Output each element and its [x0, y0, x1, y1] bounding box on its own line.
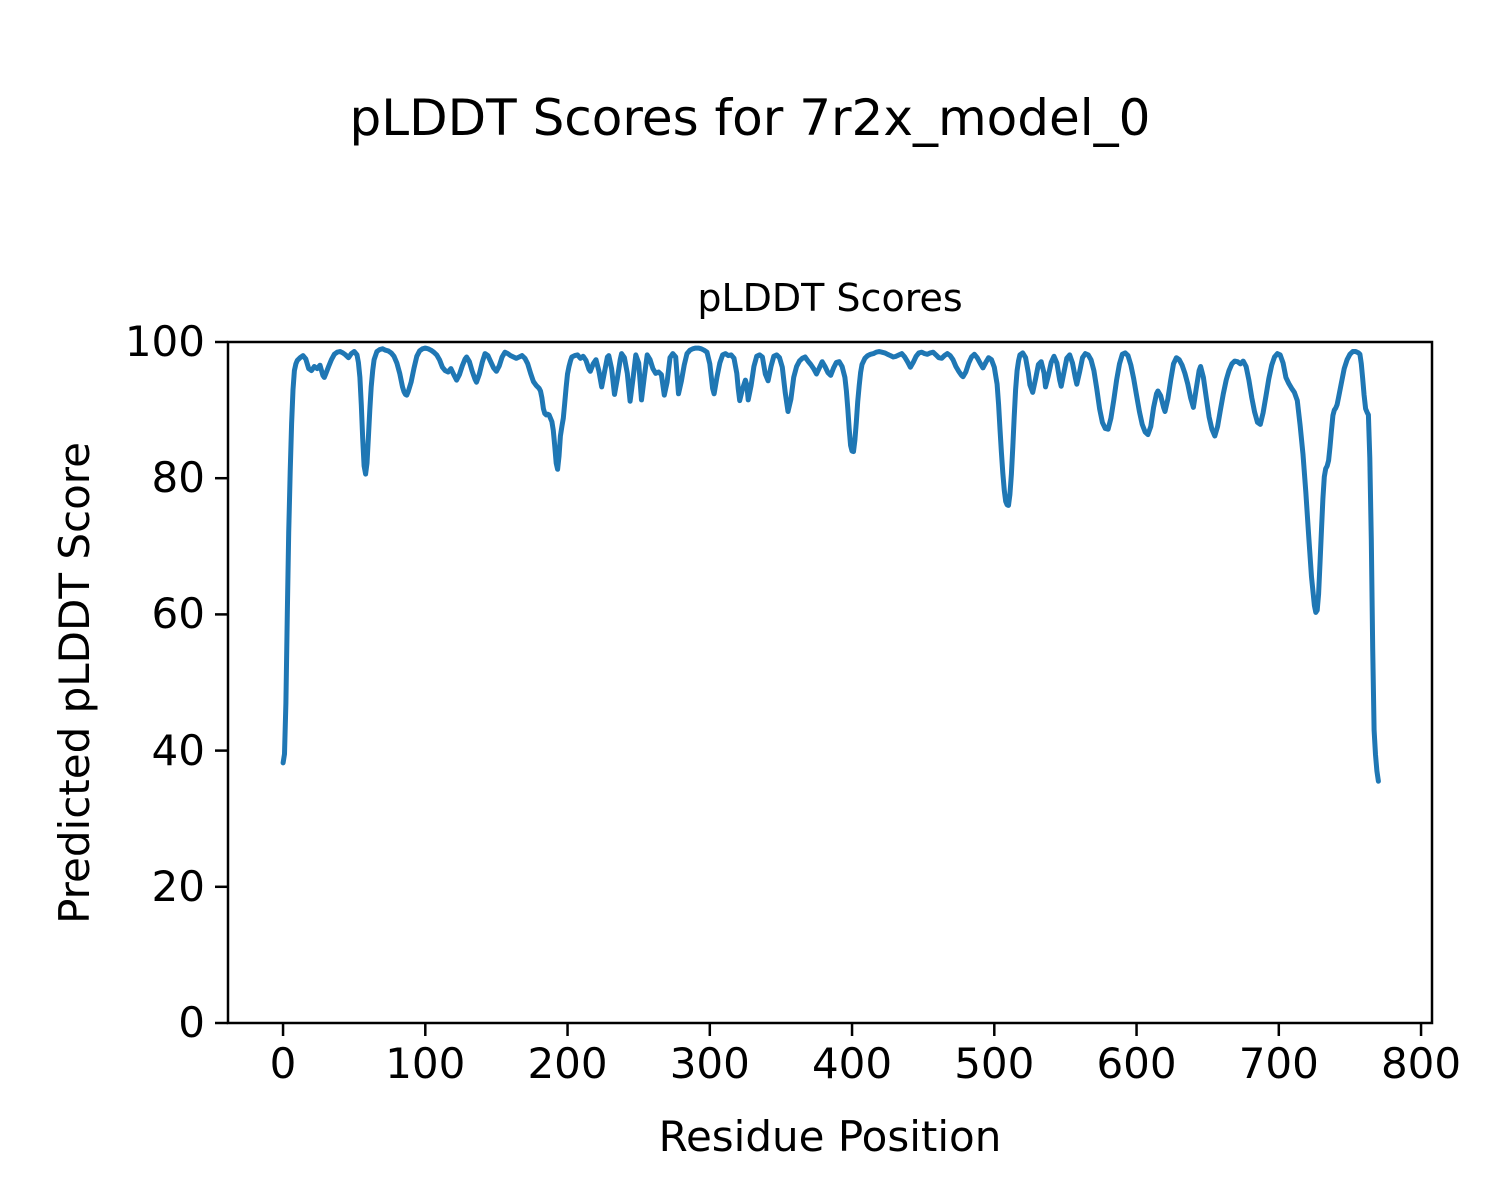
y-tick-label: 60	[151, 589, 205, 639]
x-tick-label: 700	[1238, 1039, 1319, 1088]
x-axis-label: Residue Position	[658, 1112, 1002, 1161]
y-tick-label: 100	[124, 317, 205, 366]
x-tick-label: 0	[269, 1039, 297, 1088]
x-tick-label: 600	[1096, 1039, 1177, 1088]
y-tick-label: 80	[151, 453, 205, 503]
x-tick-label: 500	[954, 1039, 1035, 1088]
axes-title: pLDDT Scores	[697, 276, 963, 320]
axis-ticks	[215, 340, 1423, 1036]
x-tick-label: 200	[527, 1039, 608, 1088]
plddt-line	[280, 345, 1381, 784]
y-tick-label: 20	[151, 861, 205, 911]
x-tick-label: 800	[1380, 1039, 1462, 1088]
figure-title: pLDDT Scores for 7r2x_model_0	[349, 89, 1151, 147]
axes-frame	[226, 340, 1434, 1025]
x-tick-label: 400	[811, 1039, 893, 1088]
x-tick-label: 300	[669, 1039, 750, 1088]
x-tick-label: 100	[385, 1039, 466, 1088]
y-tick-label: 0	[178, 998, 205, 1047]
y-tick-label: 40	[151, 725, 205, 775]
